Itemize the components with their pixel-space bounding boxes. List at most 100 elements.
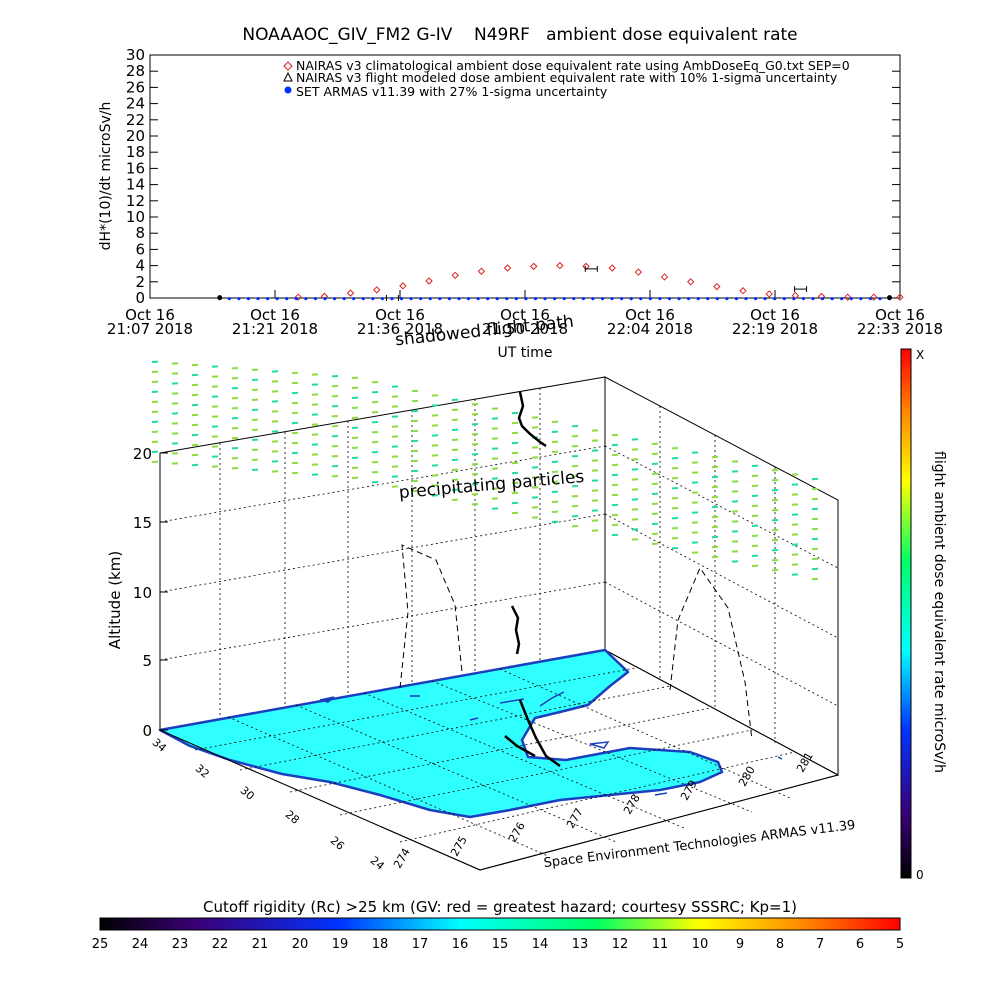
rigidity-tick-label: 6 xyxy=(856,937,864,952)
armas-point xyxy=(323,297,326,300)
armas-point xyxy=(476,297,479,300)
y-tick-label: 8 xyxy=(135,224,145,242)
armas-point xyxy=(754,297,757,300)
armas-point xyxy=(783,297,786,300)
rigidity-tick-label: 21 xyxy=(252,937,269,952)
dose-cloud xyxy=(152,362,818,580)
armas-point xyxy=(237,297,240,300)
climatological-point xyxy=(766,291,772,297)
armas-point xyxy=(276,297,279,300)
armas-point xyxy=(878,297,881,300)
armas-point xyxy=(505,297,508,300)
y-tick-label: 28 xyxy=(126,62,145,80)
armas-point xyxy=(524,297,527,300)
climatological-point xyxy=(426,278,432,284)
y-tick-label: 16 xyxy=(126,159,145,177)
armas-point xyxy=(371,297,374,300)
rigidity-tick-label: 19 xyxy=(332,937,349,952)
y-tick-label: 2 xyxy=(135,273,145,291)
altitude-axis-label: Altitude (km) xyxy=(106,551,124,649)
y-tick-label: 4 xyxy=(135,257,145,275)
legend-entry-armas: SET ARMAS v11.39 with 27% 1-sigma uncert… xyxy=(296,84,608,99)
rigidity-tick-label: 24 xyxy=(132,937,149,952)
top-series xyxy=(217,263,903,301)
armas-end-point xyxy=(887,295,892,300)
lat-tick-label: 32 xyxy=(193,762,212,781)
armas-point xyxy=(304,297,307,300)
armas-point xyxy=(362,297,365,300)
y-tick-label: 24 xyxy=(126,95,145,113)
armas-point xyxy=(285,297,288,300)
armas-point xyxy=(467,297,470,300)
armas-point xyxy=(438,297,441,300)
armas-point xyxy=(228,297,231,300)
armas-point xyxy=(496,297,499,300)
climatological-point xyxy=(400,283,406,289)
legend-entry-flight-modeled: NAIRAS v3 flight modeled dose ambient eq… xyxy=(296,70,838,85)
armas-point xyxy=(400,297,403,300)
armas-point xyxy=(716,297,719,300)
climatological-point xyxy=(505,265,511,271)
climatological-point xyxy=(740,288,746,294)
y-tick-label: 18 xyxy=(126,143,145,161)
climatological-point xyxy=(845,294,851,300)
z-tick-label: 0 xyxy=(142,722,152,740)
armas-point xyxy=(419,297,422,300)
x-tick-time: 22:19 2018 xyxy=(732,320,818,338)
legend-diamond-icon xyxy=(284,62,292,70)
armas-point xyxy=(735,297,738,300)
climatological-point xyxy=(478,268,484,274)
armas-point xyxy=(840,297,843,300)
armas-point xyxy=(582,297,585,300)
colorbar-max-label: X xyxy=(916,348,924,362)
rigidity-tick-label: 5 xyxy=(896,937,904,952)
armas-point xyxy=(620,297,623,300)
rigidity-tick-label: 13 xyxy=(572,937,589,952)
armas-point xyxy=(381,297,384,300)
credit-text: Space Environment Technologies ARMAS v11… xyxy=(543,818,856,871)
armas-point xyxy=(295,297,298,300)
lon-tick-label: 274 xyxy=(391,846,413,871)
armas-point xyxy=(869,297,872,300)
climatological-point xyxy=(348,290,354,296)
armas-point xyxy=(677,297,680,300)
armas-point xyxy=(687,297,690,300)
rigidity-colorbar xyxy=(100,918,900,930)
lon-tick-label: 280 xyxy=(736,764,758,789)
armas-point xyxy=(610,297,613,300)
climatological-point xyxy=(714,284,720,290)
y-tick-label: 0 xyxy=(135,289,145,307)
z-axis-minor-ticks xyxy=(160,453,168,730)
rigidity-tick-label: 15 xyxy=(492,937,509,952)
rigidity-tick-label: 7 xyxy=(816,937,824,952)
lat-tick-label: 34 xyxy=(150,736,169,755)
armas-point xyxy=(649,297,652,300)
climatological-point xyxy=(557,263,563,269)
x-tick-time: 22:33 2018 xyxy=(857,320,943,338)
z-tick-label: 10 xyxy=(133,584,152,602)
y-axis-label: dH*(10)/dt microSv/h xyxy=(98,102,114,251)
armas-point xyxy=(410,297,413,300)
climatological-point xyxy=(662,274,668,280)
armas-point xyxy=(390,297,393,300)
z-tick-label: 20 xyxy=(133,445,152,463)
armas-point xyxy=(658,297,661,300)
armas-point xyxy=(601,297,604,300)
armas-point xyxy=(553,297,556,300)
dose-colorbar xyxy=(901,349,911,878)
climatological-point xyxy=(531,263,537,269)
armas-point xyxy=(773,297,776,300)
armas-point xyxy=(314,297,317,300)
armas-point xyxy=(850,297,853,300)
armas-point xyxy=(668,297,671,300)
climatological-point xyxy=(452,272,458,278)
y-tick-label: 10 xyxy=(126,208,145,226)
legend: NAIRAS v3 climatological ambient dose eq… xyxy=(284,58,850,99)
armas-start-point xyxy=(217,295,222,300)
armas-point xyxy=(563,297,566,300)
armas-point xyxy=(859,297,862,300)
armas-point xyxy=(697,297,700,300)
